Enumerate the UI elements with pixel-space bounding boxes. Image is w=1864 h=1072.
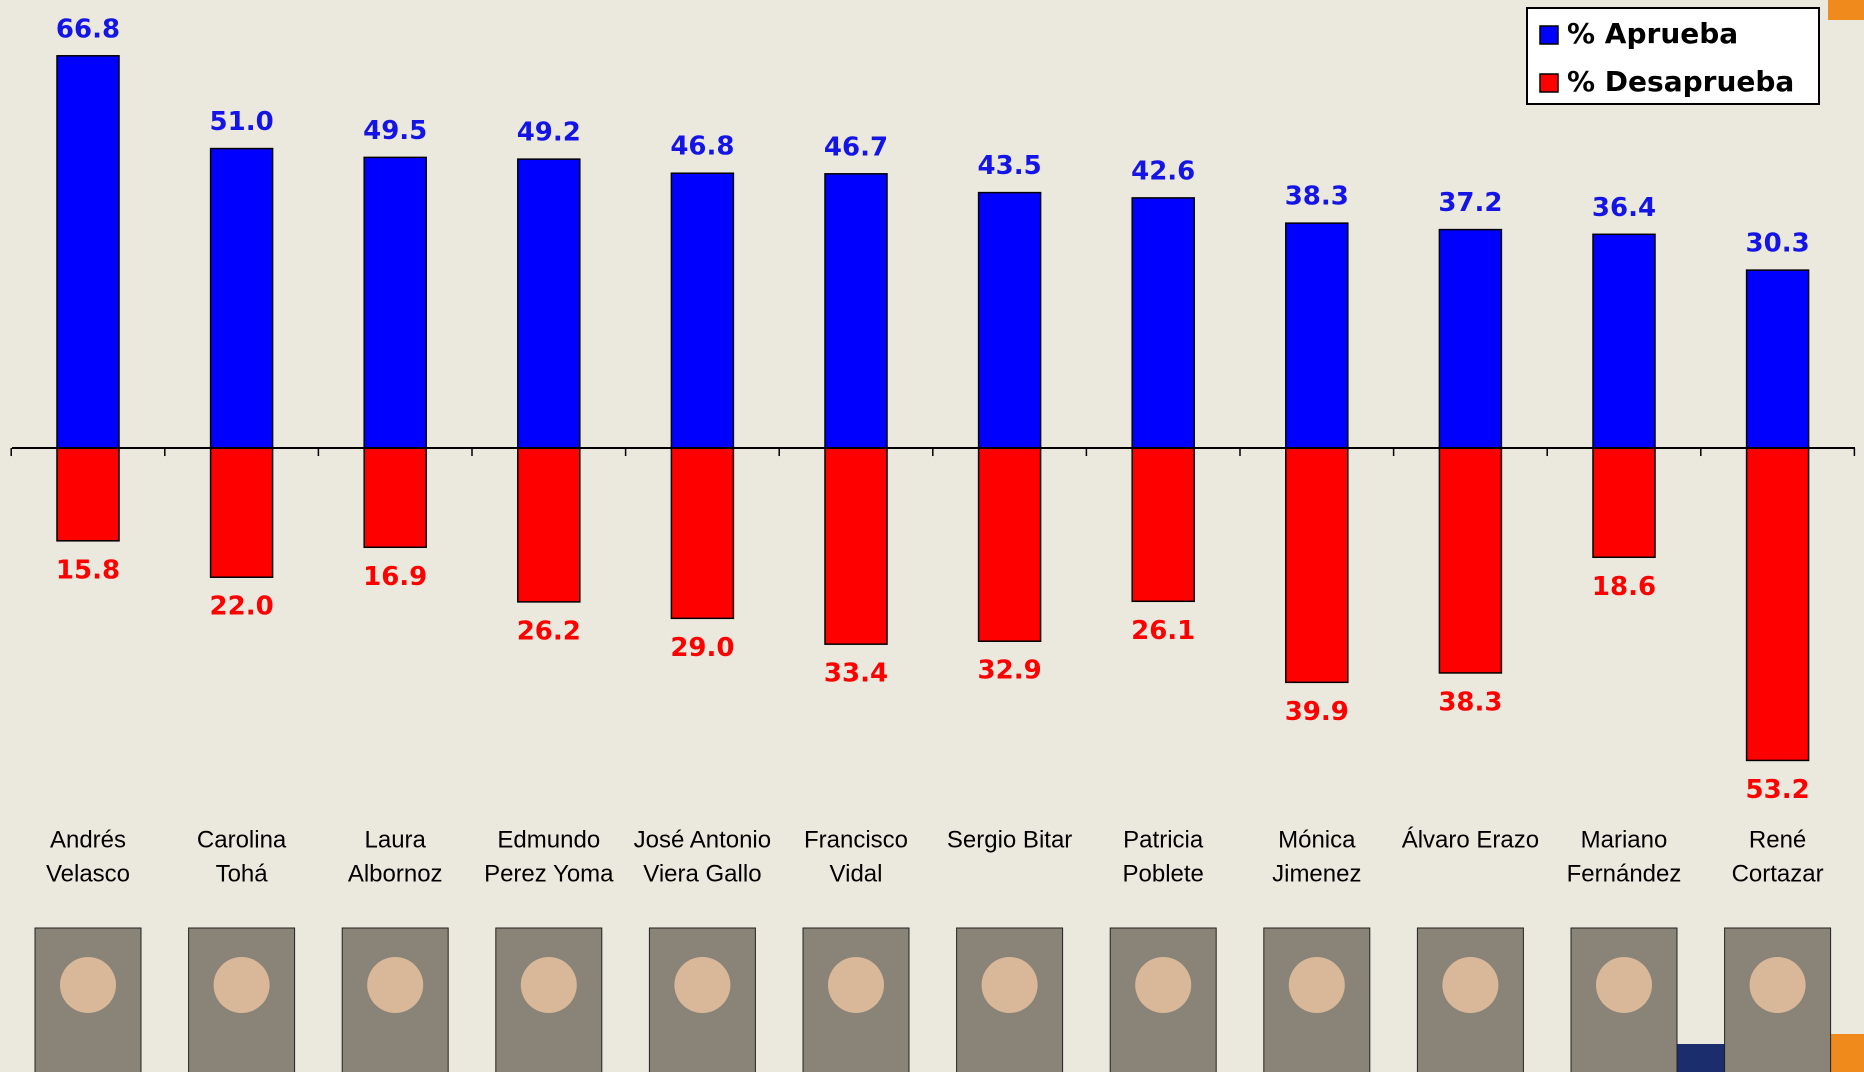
bar [517, 447, 581, 603]
x-tick-label: Francisco [804, 826, 908, 853]
bar [977, 191, 1042, 449]
x-tick-label: Mariano [1581, 826, 1668, 853]
value-label: 36.4 [1592, 193, 1656, 223]
portrait-face [60, 957, 116, 1013]
x-tick-label: Tohá [216, 860, 269, 887]
value-label: 49.5 [363, 116, 427, 146]
bar [1131, 197, 1195, 449]
bar [1438, 447, 1503, 674]
portrait-face [674, 957, 731, 1013]
value-label: 15.8 [56, 555, 120, 585]
value-label: 33.4 [824, 659, 888, 689]
value-label: 37.2 [1438, 188, 1502, 218]
bar [1438, 228, 1503, 449]
x-tick-label: Poblete [1122, 860, 1203, 887]
value-label: 51.0 [210, 107, 274, 137]
x-tick-label: Cortazar [1732, 860, 1824, 887]
value-label: 29.0 [670, 633, 734, 663]
x-tick-label: Sergio Bitar [947, 826, 1072, 853]
value-label: 46.7 [824, 132, 888, 162]
x-tick-label: Patricia [1123, 826, 1204, 853]
bar [670, 172, 735, 449]
x-tick-label: Perez Yoma [484, 860, 614, 887]
value-label: 38.3 [1438, 687, 1502, 717]
x-tick-label: René [1749, 826, 1806, 853]
portrait-face [213, 957, 270, 1013]
bar [56, 55, 120, 449]
bar [209, 147, 274, 449]
bar [1745, 447, 1810, 762]
bar [1592, 447, 1656, 559]
bar [1592, 233, 1656, 449]
legend-label: % Aprueba [1567, 17, 1738, 50]
value-label: 39.9 [1285, 697, 1349, 727]
portrait-face [1135, 957, 1192, 1013]
corner-badge [1828, 0, 1864, 20]
legend-label: % Desaprueba [1567, 65, 1794, 98]
portrait-face [828, 957, 884, 1013]
x-tick-label: Fernández [1567, 860, 1682, 887]
value-label: 22.0 [210, 592, 274, 622]
x-tick-label: Vidal [830, 860, 883, 887]
bar [1131, 447, 1195, 603]
value-label: 66.8 [56, 14, 120, 44]
value-label: 43.5 [978, 151, 1042, 181]
bar [363, 447, 427, 549]
x-tick-label: Carolina [197, 826, 287, 853]
legend-box [1526, 7, 1820, 105]
value-label: 38.3 [1285, 182, 1349, 212]
value-label: 49.2 [517, 118, 581, 148]
portrait-face [1749, 957, 1806, 1013]
portrait-face [1288, 957, 1345, 1013]
bar [209, 447, 274, 578]
x-tick-label: Andrés [50, 826, 126, 853]
value-label: 42.6 [1131, 156, 1195, 186]
value-label: 26.1 [1131, 616, 1195, 646]
x-tick-label: Álvaro Erazo [1402, 826, 1539, 853]
bar [517, 158, 581, 449]
bar [670, 447, 735, 620]
bar [1745, 269, 1810, 449]
bar [824, 447, 888, 645]
x-tick-label: Mónica [1278, 826, 1356, 853]
bar [977, 447, 1042, 642]
x-tick-label: Jimenez [1272, 860, 1361, 887]
value-label: 26.2 [517, 616, 581, 646]
value-label: 30.3 [1746, 229, 1810, 259]
portrait-face [520, 957, 577, 1013]
bar [363, 156, 427, 449]
bar [56, 447, 120, 542]
portrait-face [1442, 957, 1499, 1013]
portrait-face [367, 957, 424, 1013]
value-label: 16.9 [363, 562, 427, 592]
photos [34, 927, 1832, 1072]
bar [824, 173, 888, 449]
value-label: 46.8 [670, 132, 734, 162]
portrait-face [981, 957, 1038, 1013]
value-label: 32.9 [978, 656, 1042, 686]
x-tick-label: Velasco [46, 860, 130, 887]
bar [1285, 222, 1349, 449]
x-tick-label: Laura [365, 826, 427, 853]
bar [1285, 447, 1349, 684]
legend-swatch [1539, 73, 1559, 93]
x-tick-label: Viera Gallo [643, 860, 761, 887]
portrait-face [1596, 957, 1652, 1013]
value-label: 18.6 [1592, 572, 1656, 602]
value-label: 53.2 [1746, 775, 1810, 805]
x-tick-label: Albornoz [348, 860, 443, 887]
x-tick-label: Edmundo [497, 826, 600, 853]
legend-swatch [1539, 25, 1559, 45]
x-tick-label: José Antonio [634, 826, 771, 853]
